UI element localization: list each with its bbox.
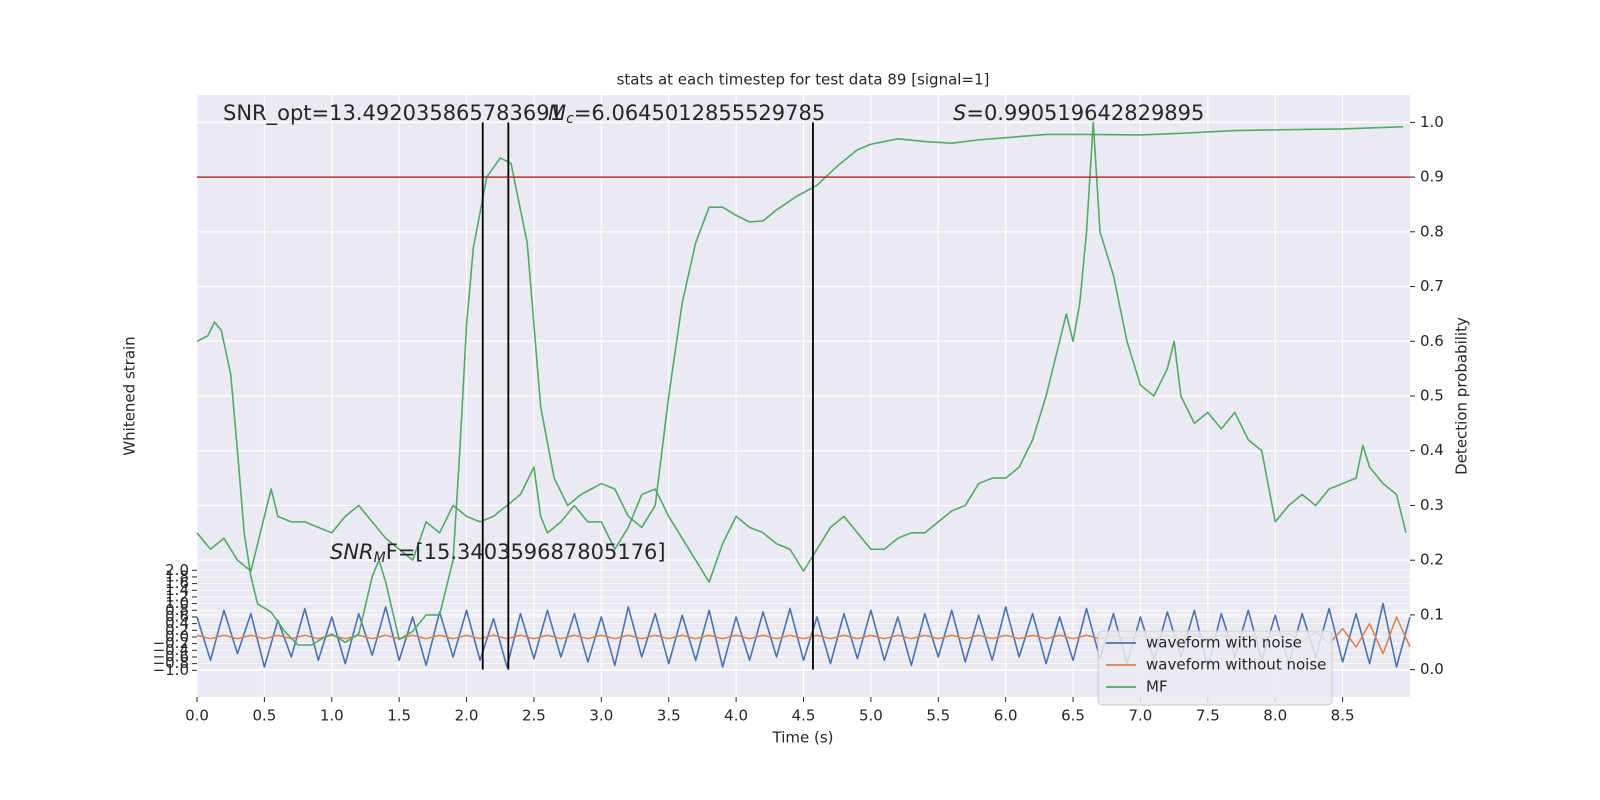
annotation: SNRMF=[15.340359687805176] [330, 540, 666, 566]
y2-tick-label: 0.9 [1420, 168, 1444, 186]
annotation: SNR_opt=13.492035865783691 [223, 101, 563, 126]
y-tick-label: −0.6 [153, 647, 189, 665]
y-tick-label: −0.8 [153, 654, 189, 672]
y-tick-label: 0.6 [165, 607, 189, 625]
y2-tick-label: 1.0 [1420, 113, 1444, 131]
x-tick-label: 5.0 [859, 707, 883, 725]
x-tick-label: 3.0 [589, 707, 613, 725]
y-tick-label: 0.4 [165, 614, 189, 632]
x-tick-label: 3.5 [657, 707, 681, 725]
y-tick-label: 2.0 [165, 561, 189, 579]
x-tick-label: 5.5 [926, 707, 950, 725]
y2-tick-label: 0.7 [1420, 277, 1444, 295]
x-tick-label: 1.0 [320, 707, 344, 725]
annotation-sub: c [566, 111, 574, 127]
y-tick-label: 1.0 [165, 594, 189, 612]
x-tick-label: 7.0 [1129, 707, 1153, 725]
y-tick-label: 1.4 [165, 581, 189, 599]
x-tick-label: 7.5 [1196, 707, 1220, 725]
x-tick-label: 8.5 [1331, 707, 1355, 725]
x-tick-label: 6.0 [994, 707, 1018, 725]
annotation-symbol: S [953, 101, 966, 125]
annotation: Mc=6.0645012855529785 [548, 101, 825, 127]
annotation-symbol: SNR [330, 540, 374, 564]
y-tick-label: 1.2 [165, 587, 189, 605]
legend-label: MF [1146, 678, 1168, 696]
y2-tick-label: 0.5 [1420, 387, 1444, 405]
y-tick-label: 1.6 [165, 574, 189, 592]
chart-title: stats at each timestep for test data 89 … [617, 71, 990, 89]
annotation-symbol: M [548, 101, 566, 125]
y-tick-label: 0.2 [165, 621, 189, 639]
annotation-text: =6.0645012855529785 [574, 101, 825, 125]
y-tick-label: 0.8 [165, 601, 189, 619]
y-tick-label: 1.8 [165, 567, 189, 585]
x-axis-label: Time (s) [772, 729, 834, 747]
y2-tick-label: 0.0 [1420, 660, 1444, 678]
y2-axis-label: Detection probability [1453, 317, 1471, 475]
legend-label: waveform with noise [1146, 634, 1302, 652]
y-tick-label: −1.0 [153, 661, 189, 679]
x-tick-label: 4.0 [724, 707, 748, 725]
annotation-text: F=[15.340359687805176] [386, 540, 666, 564]
x-tick-label: 8.0 [1263, 707, 1287, 725]
y-tick-label: 0.0 [165, 627, 189, 645]
legend-box [1097, 630, 1333, 706]
y2-tick-label: 0.6 [1420, 332, 1444, 350]
x-tick-label: 6.5 [1061, 707, 1085, 725]
y-tick-label: −0.4 [153, 641, 189, 659]
x-tick-label: 2.5 [522, 707, 546, 725]
legend-label: waveform without noise [1146, 656, 1326, 674]
y2-tick-label: 0.2 [1420, 551, 1444, 569]
series-line [196, 125, 1404, 646]
y2-tick-label: 0.4 [1420, 441, 1444, 459]
y2-tick-label: 0.1 [1420, 605, 1444, 623]
x-tick-label: 0.5 [252, 707, 276, 725]
y-axis-label: Whitened strain [121, 336, 139, 455]
y2-tick-label: 0.8 [1420, 222, 1444, 240]
x-tick-label: 0.0 [185, 707, 209, 725]
annotation-text: =0.990519642829895 [966, 101, 1204, 125]
annotation-text: SNR_opt=13.492035865783691 [223, 101, 563, 126]
annotation-sub: M [374, 550, 386, 566]
legend: waveform with noise waveform without nois… [1097, 630, 1333, 706]
x-tick-label: 2.0 [455, 707, 479, 725]
x-tick-label: 4.5 [792, 707, 816, 725]
y-tick-label: −0.2 [153, 634, 189, 652]
series-line [196, 121, 1407, 583]
x-tick-label: 1.5 [387, 707, 411, 725]
y2-tick-label: 0.3 [1420, 496, 1444, 514]
annotation: S=0.990519642829895 [953, 101, 1204, 125]
